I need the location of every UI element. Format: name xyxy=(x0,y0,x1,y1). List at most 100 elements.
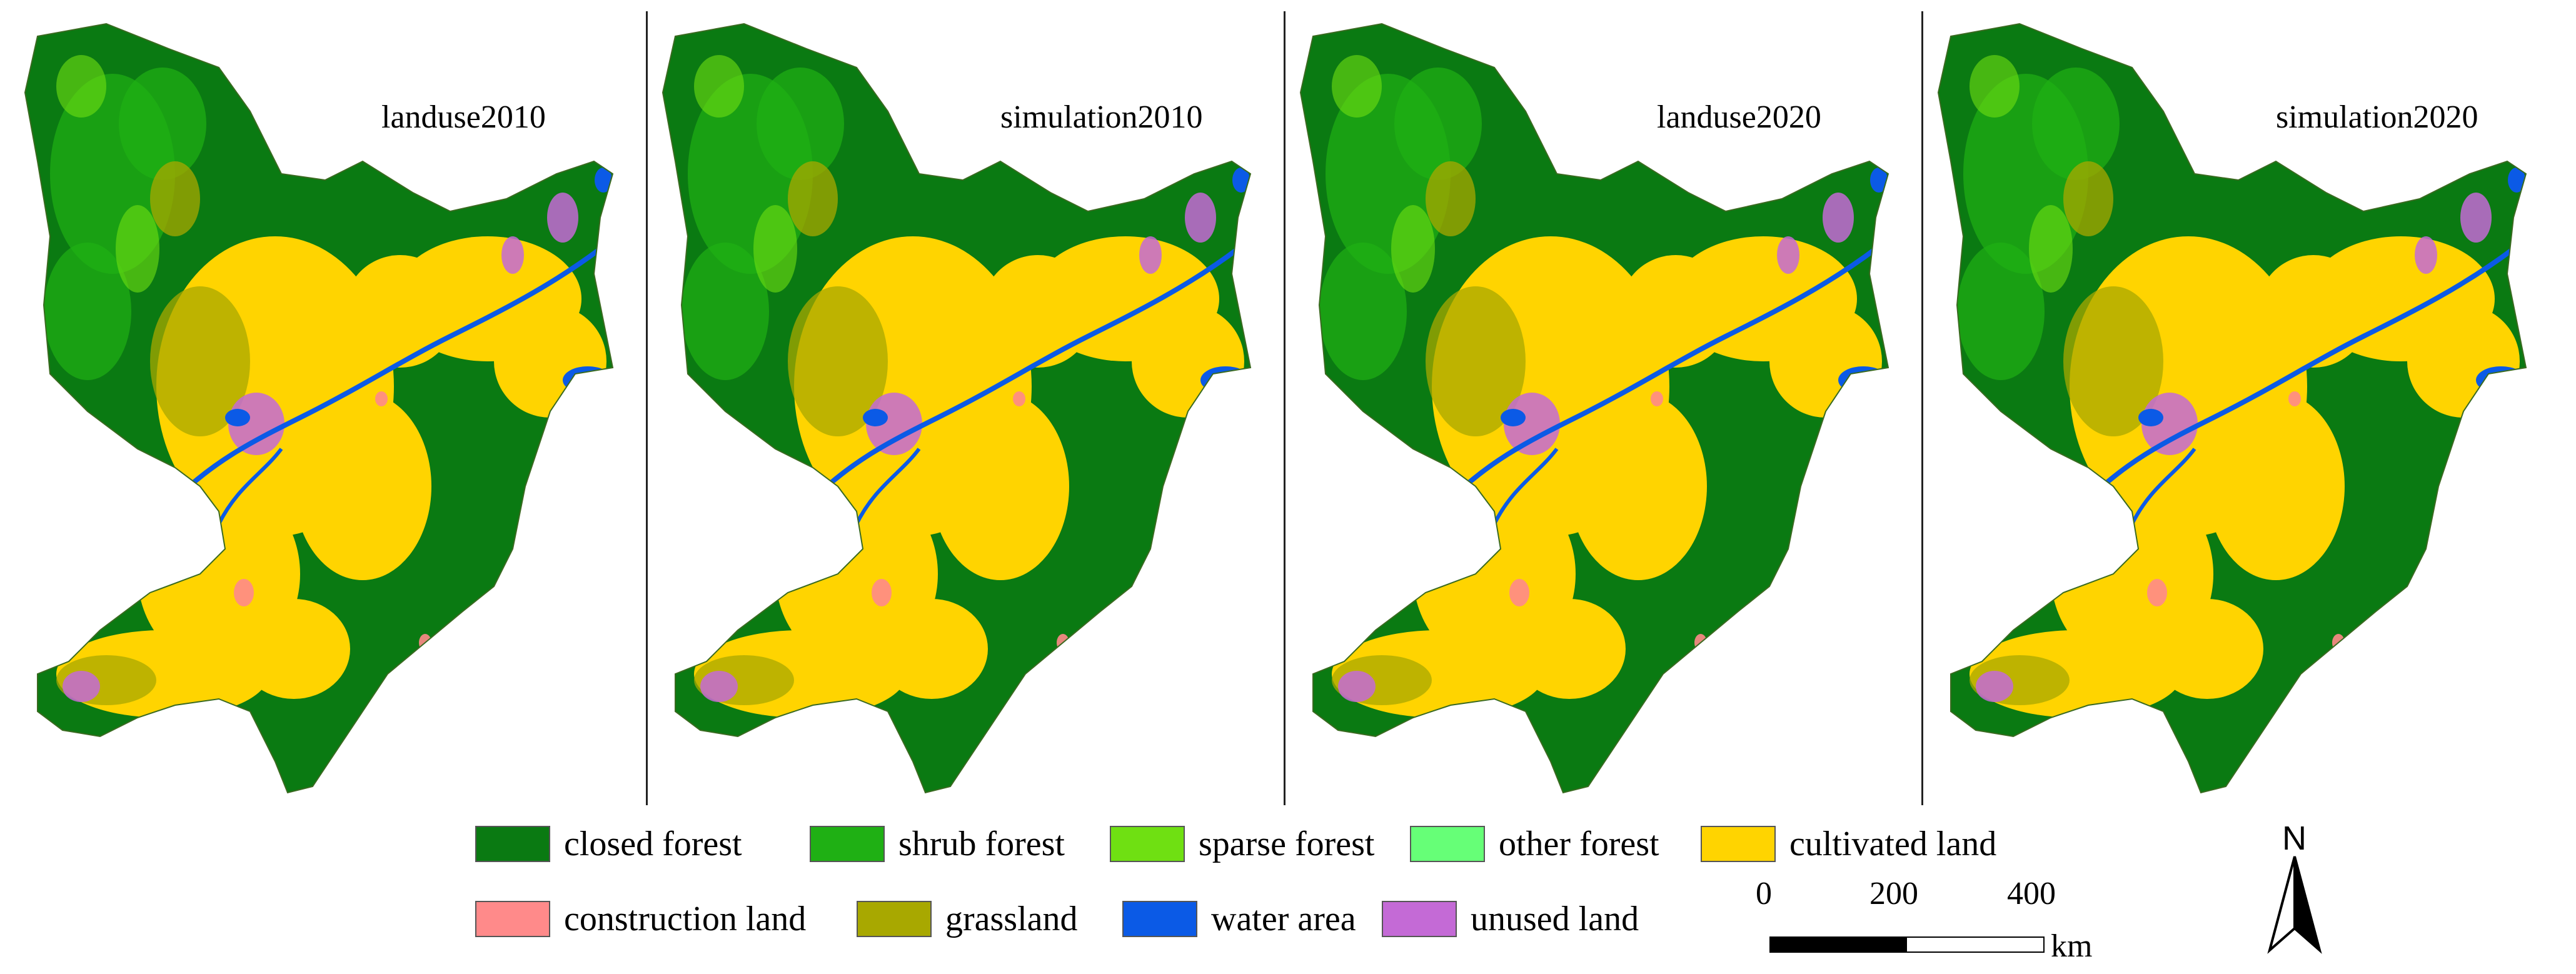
sparse-forest-area xyxy=(1391,205,1435,293)
unused-land-area xyxy=(2141,393,2198,455)
legend-item-sparse-forest: sparse forest xyxy=(1110,822,1374,866)
cultivated-land-area xyxy=(932,393,1069,580)
region-map-landuse2010 xyxy=(24,23,614,794)
cultivated-land-area xyxy=(982,255,1094,368)
shrub-forest-area xyxy=(44,243,131,380)
construction-land-area xyxy=(1509,579,1529,606)
legend-label: cultivated land xyxy=(1789,825,1997,863)
shrub-forest-area xyxy=(682,243,769,380)
north-arrow-icon xyxy=(2267,856,2322,954)
unused-land-area xyxy=(1976,671,2013,702)
legend-swatch xyxy=(1410,826,1485,862)
scale-tick-200: 200 xyxy=(1869,876,1918,911)
unused-land-area xyxy=(2460,193,2492,243)
unused-land-area xyxy=(866,393,922,455)
shrub-forest-area xyxy=(1319,243,1407,380)
sparse-forest-area xyxy=(2029,205,2073,293)
legend-swatch xyxy=(1701,826,1776,862)
legend-item-closed-forest: closed forest xyxy=(475,822,742,866)
legend-swatch xyxy=(810,826,885,862)
construction-land-area xyxy=(1013,391,1025,406)
legend-label: other forest xyxy=(1499,825,1659,863)
scale-segment-white xyxy=(1906,936,2045,953)
cultivated-land-area xyxy=(494,305,606,418)
grassland-area xyxy=(2063,286,2163,436)
shrub-forest-area xyxy=(1957,243,2045,380)
map-panel-simulation2020: simulation2020 xyxy=(1926,11,2561,805)
cultivated-land-area xyxy=(1769,305,1882,418)
cultivated-land-area xyxy=(2207,393,2345,580)
legend-item-other-forest: other forest xyxy=(1410,822,1659,866)
region-outline xyxy=(1937,23,2527,794)
unused-land-area xyxy=(547,193,578,243)
legend-item-construction-land: construction land xyxy=(475,897,806,941)
water-area-lake xyxy=(1200,366,1250,394)
land-cover-layer xyxy=(1301,24,1888,793)
grassland-area xyxy=(41,411,97,486)
land-cover-layer xyxy=(1938,24,2526,793)
shrub-forest-area xyxy=(2032,68,2120,180)
water-area-lake xyxy=(1501,409,1526,426)
legend-swatch xyxy=(1382,901,1457,937)
map-panels: landuse2010 simulation2010 landuse2020 s… xyxy=(13,11,2563,805)
legend-item-unused-land: unused land xyxy=(1382,897,1639,941)
shrub-forest-area xyxy=(757,68,844,180)
water-area-lake xyxy=(1870,168,1888,193)
panel-title: simulation2020 xyxy=(2276,99,2478,135)
legend-label: shrub forest xyxy=(898,825,1065,863)
legend-item-grassland: grassland xyxy=(857,897,1078,941)
region-outline xyxy=(662,23,1252,794)
unused-land-area xyxy=(1338,671,1376,702)
region-map-simulation2010 xyxy=(662,23,1252,794)
grassland-area xyxy=(788,286,888,436)
grassland-area xyxy=(150,161,200,236)
legend-label: grassland xyxy=(945,900,1078,938)
panel-title: simulation2010 xyxy=(1000,99,1203,135)
legend-swatch xyxy=(475,826,550,862)
sparse-forest-area xyxy=(1970,55,2020,118)
map-panel-landuse2020: landuse2020 xyxy=(1288,11,1923,805)
grassland-area xyxy=(2063,161,2113,236)
scale-unit: km xyxy=(2051,928,2093,964)
legend-label: sparse forest xyxy=(1199,825,1375,863)
construction-land-area xyxy=(234,579,254,606)
water-area-lake xyxy=(595,168,612,193)
construction-land-area xyxy=(1651,391,1663,406)
region-map-landuse2020 xyxy=(1299,23,1889,794)
river-line xyxy=(1442,246,1878,507)
scale-tick-0: 0 xyxy=(1756,876,1772,911)
unused-land-area xyxy=(501,236,524,274)
north-label: N xyxy=(2282,820,2307,857)
region-outline xyxy=(24,23,614,794)
unused-land-area xyxy=(228,393,284,455)
river-line xyxy=(2080,246,2515,507)
grassland-area xyxy=(1316,411,1372,486)
legend-label: water area xyxy=(1211,900,1356,938)
legend-label: construction land xyxy=(564,900,807,938)
unused-land-area xyxy=(1185,193,1216,243)
legend-swatch xyxy=(857,901,932,937)
legend: closed forest shrub forest sparse forest… xyxy=(469,813,2070,963)
sparse-forest-area xyxy=(1332,55,1382,118)
grassland-area xyxy=(150,286,250,436)
water-area-lake xyxy=(2476,366,2526,394)
river-line xyxy=(2130,448,2196,525)
legend-swatch xyxy=(475,901,550,937)
water-area-lake xyxy=(2138,409,2163,426)
unused-land-area xyxy=(1139,236,1162,274)
scale-segment-black xyxy=(1769,936,1907,953)
land-cover-layer xyxy=(25,24,613,793)
water-area-lake xyxy=(2508,168,2525,193)
north-arrow: N xyxy=(2257,819,2332,963)
construction-land-area xyxy=(872,579,892,606)
legend-item-water-area: water area xyxy=(1122,897,1356,941)
panel-title: landuse2010 xyxy=(381,99,546,135)
shrub-forest-area xyxy=(119,68,206,180)
legend-label: unused land xyxy=(1471,900,1639,938)
legend-item-cultivated-land: cultivated land xyxy=(1701,822,1996,866)
water-area-lake xyxy=(1838,366,1888,394)
legend-swatch xyxy=(1122,901,1197,937)
panel-title: landuse2020 xyxy=(1657,99,1821,135)
grassland-area xyxy=(1954,411,2010,486)
